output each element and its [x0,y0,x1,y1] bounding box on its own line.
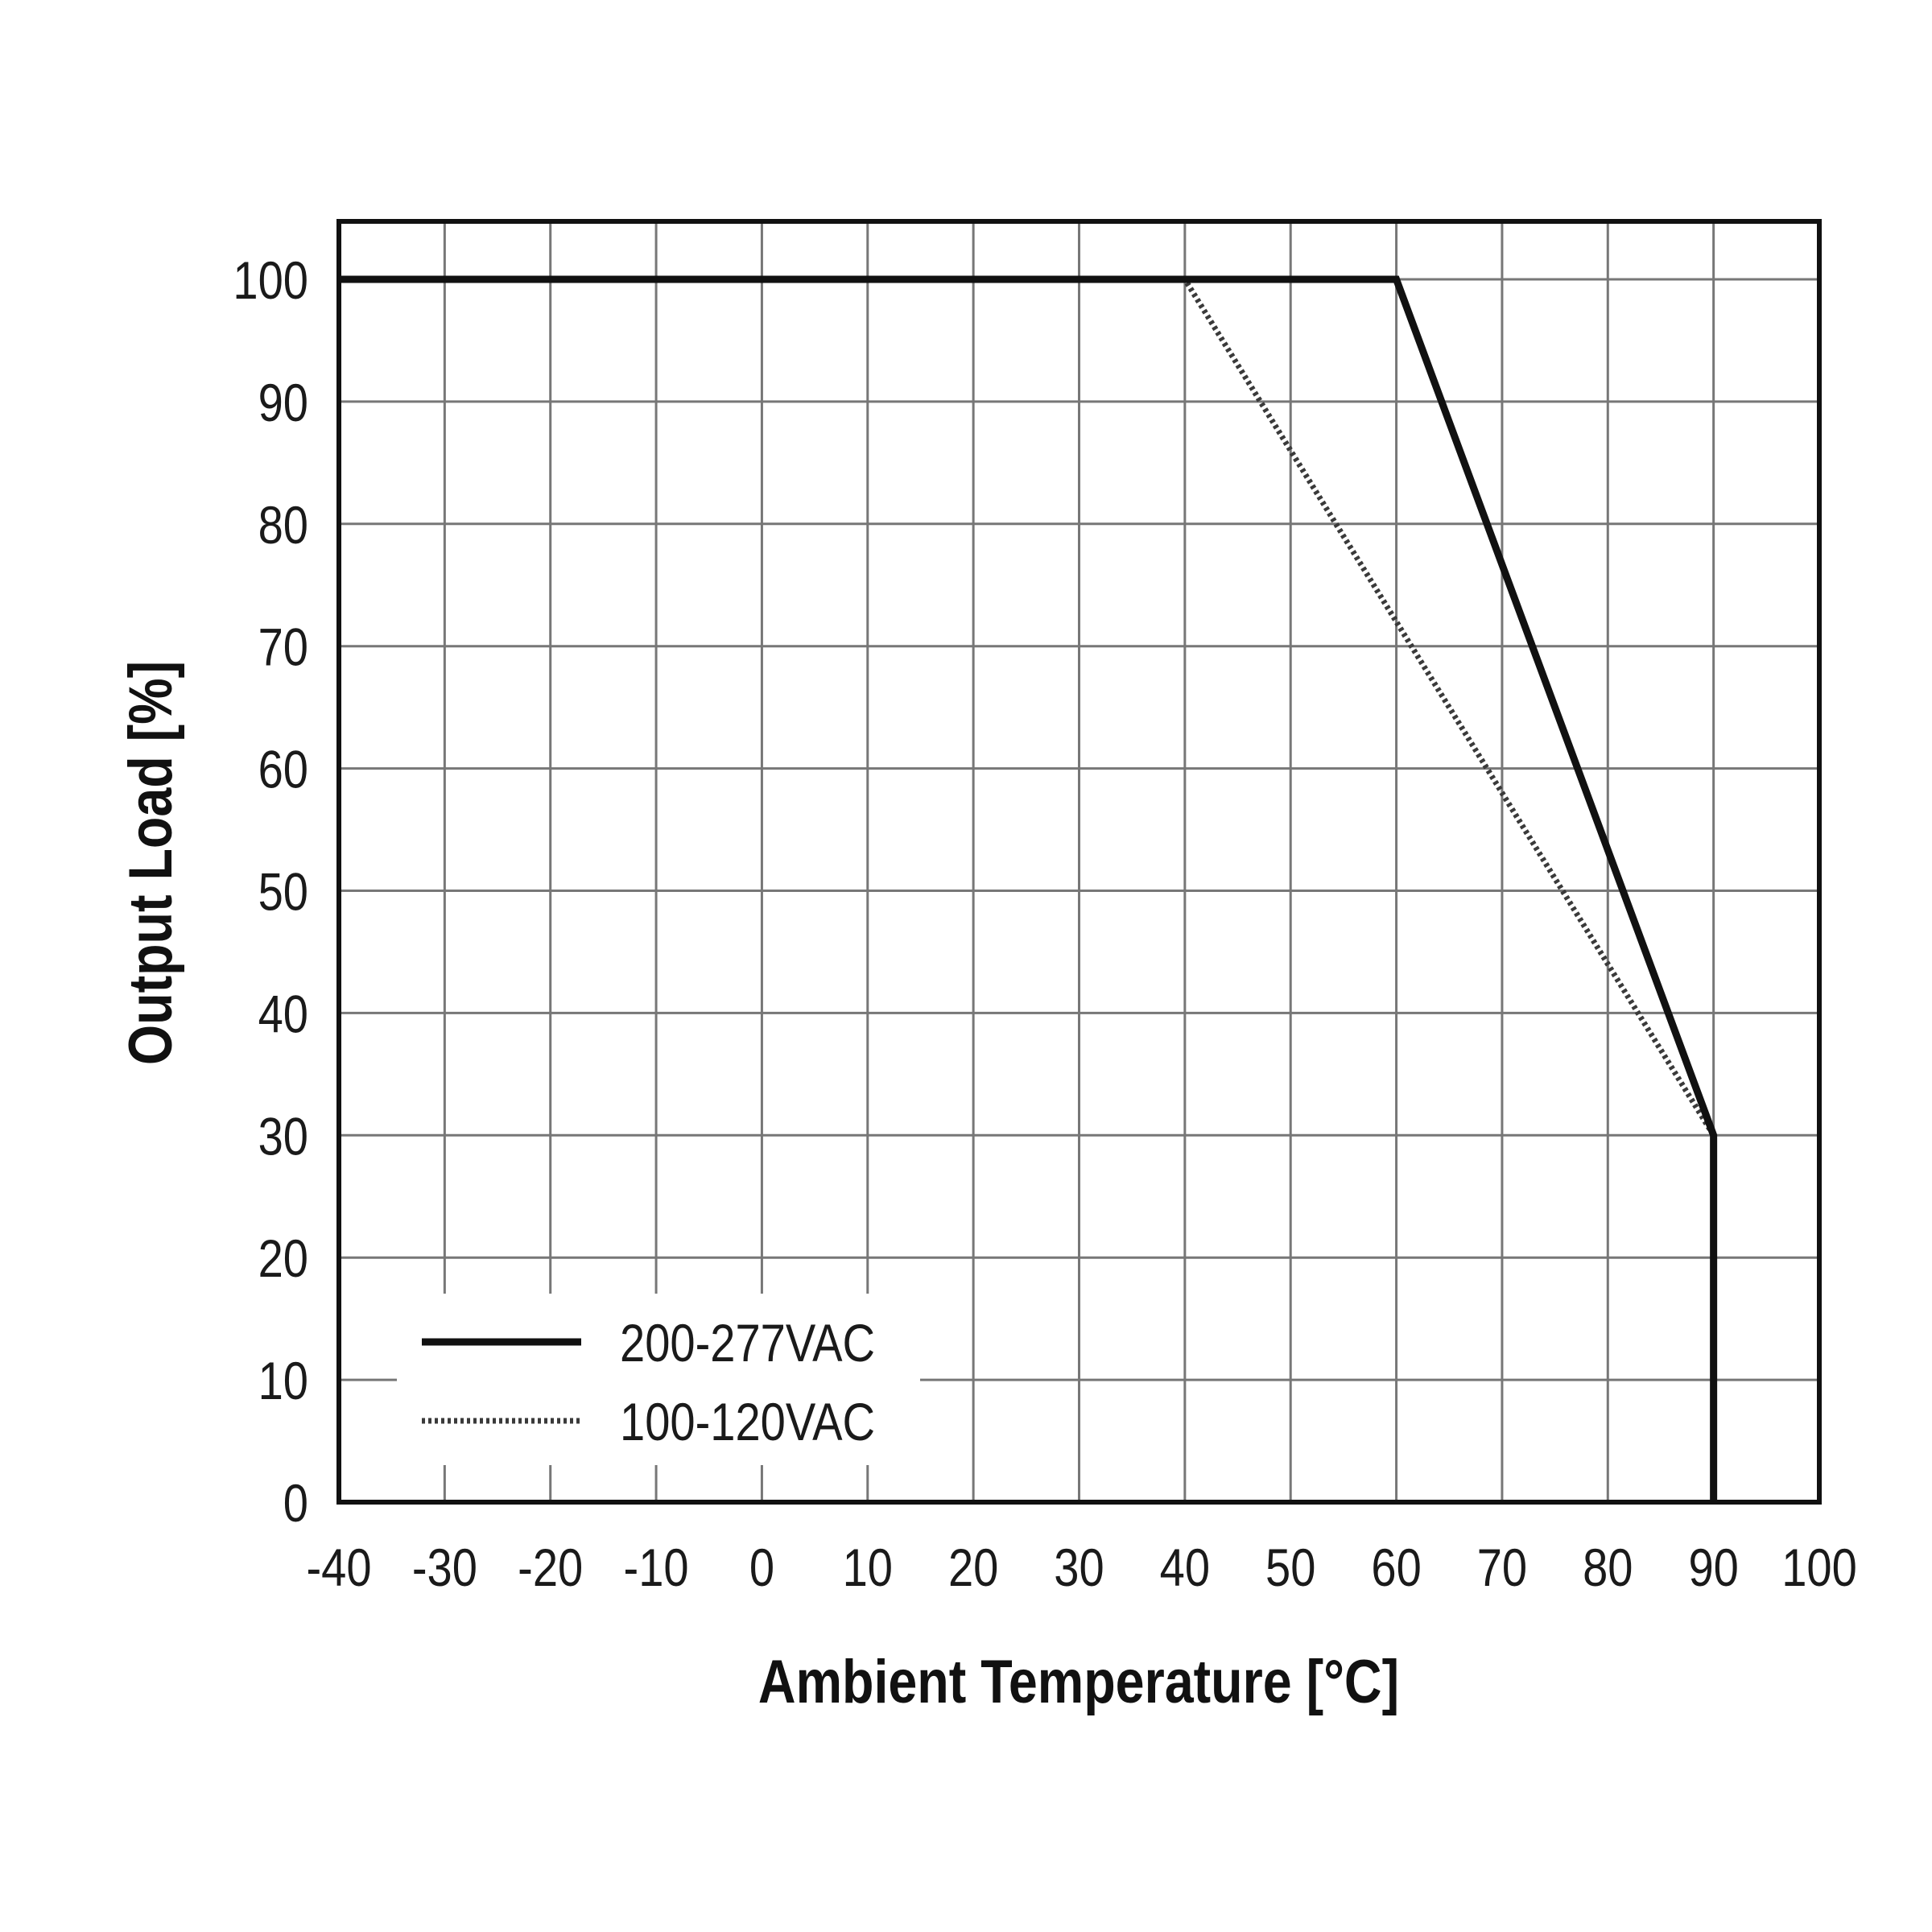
y-axis-title: Output Load [%] [116,661,184,1065]
x-tick-label: 20 [948,1538,998,1597]
x-tick-label: -40 [306,1538,371,1597]
y-tick-label: 30 [258,1107,308,1166]
x-tick-label: -20 [518,1538,583,1597]
y-tick-label: 10 [258,1352,308,1410]
series-line-200-277VAC [339,275,1718,1502]
y-tick-label: 20 [258,1229,308,1288]
y-tick-label: 50 [258,862,308,921]
x-tick-label: 40 [1160,1538,1210,1597]
x-tick-label: 90 [1688,1538,1738,1597]
x-tick-label: 0 [749,1538,774,1597]
y-tick-labels: 0 10 20 30 40 50 60 70 80 90 100 [233,251,308,1533]
x-tick-label: 50 [1265,1538,1315,1597]
y-tick-label: 0 [283,1474,308,1533]
x-tick-label: -30 [412,1538,477,1597]
x-tick-label: 70 [1477,1538,1527,1597]
y-tick-label: 70 [258,617,308,676]
x-tick-label: 30 [1054,1538,1104,1597]
x-tick-label: -10 [624,1538,689,1597]
legend-label: 200-277VAC [620,1314,875,1373]
plot-frame [336,219,1822,1505]
y-tick-label: 100 [233,251,308,310]
legend-label: 100-120VAC [620,1393,875,1451]
grid [339,221,1819,1502]
series-group [339,275,1718,1502]
x-tick-label: 10 [843,1538,893,1597]
x-tick-label: 80 [1583,1538,1633,1597]
legend-background [397,1294,920,1465]
x-tick-label: 100 [1781,1538,1857,1597]
y-tick-label: 80 [258,496,308,555]
y-tick-label: 90 [258,374,308,432]
x-tick-labels: -40 -30 -20 -10 0 10 20 30 40 50 60 70 80 90 100 [306,1538,1856,1597]
y-tick-label: 40 [258,985,308,1043]
x-axis-title: Ambient Temperature [°C] [758,1647,1399,1715]
x-tick-label: 60 [1371,1538,1421,1597]
legend: 200-277VAC 100-120VAC [422,1314,875,1451]
y-tick-label: 60 [258,740,308,799]
